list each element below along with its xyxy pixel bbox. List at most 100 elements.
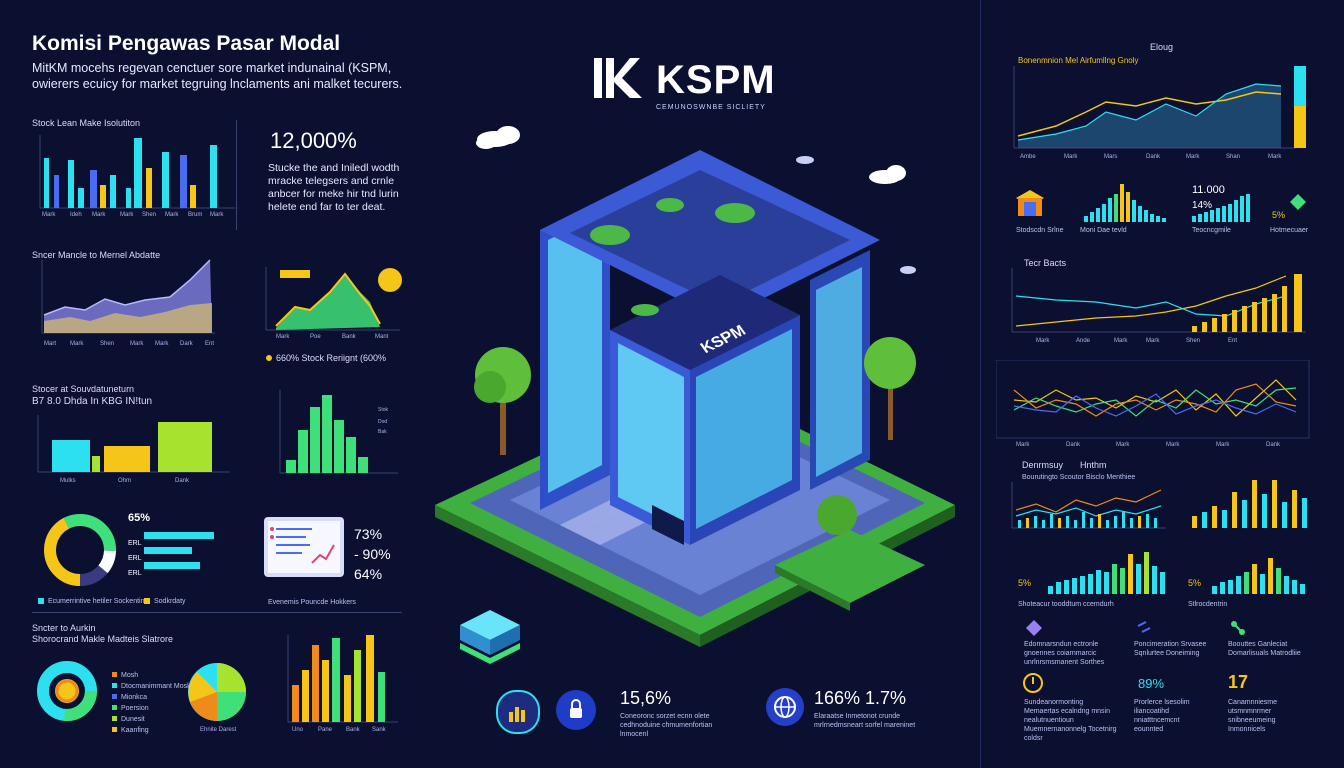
svg-text:Mark: Mark [155,341,169,347]
bar [162,152,169,208]
bar [1074,520,1077,528]
svg-text:Dank: Dank [1266,442,1281,448]
svg-text:Mark: Mark [1116,442,1130,448]
right-bottom-val-1: 89% [1138,676,1165,691]
mini-caption: Shoteacur tooddtum ccemdurh [1018,601,1114,608]
chart-icon-badge [496,690,540,734]
bar [1018,520,1021,528]
bar [1096,570,1101,594]
svg-text:Mark: Mark [1036,338,1050,344]
bar-row-label: ERL [128,540,142,547]
bar [1192,326,1197,332]
globe-icon [774,696,796,718]
bar [1252,480,1257,528]
svg-text:Mark: Mark [1146,338,1160,344]
divider [236,120,237,230]
bar [54,175,59,208]
svg-text:Mart: Mart [44,341,56,347]
bar [1276,568,1281,594]
bar [1152,566,1157,594]
stat-value-2: 166% 1.7% [814,688,907,708]
bar [1114,194,1118,222]
right-multi-line-chart: Mark Dank Mark Mark Mark Dank [996,360,1310,448]
svg-text:Mark: Mark [42,212,56,218]
svg-text:Ambe: Ambe [1020,154,1036,160]
svg-text:Ohm: Ohm [118,478,131,484]
right-stat-2: 14% [1192,200,1213,211]
bar [1080,576,1085,594]
data-cube-icon [460,610,520,664]
bar [310,407,320,473]
logo [592,54,650,107]
right-line-chart-2: Mark Ande Mark Mark Shen Ent [1011,268,1306,344]
donut-chart [44,514,116,586]
bar-row-label: ERL [128,570,142,577]
right-mini-charts [1016,184,1306,222]
svg-text:Dank: Dank [1146,154,1161,160]
bar [322,395,332,473]
bar [1130,518,1133,528]
bar [1260,574,1265,594]
bar [1082,512,1085,528]
bar [378,672,385,722]
tablet-mockup [264,517,344,577]
bar [1228,580,1233,594]
right-bottom-val-2: 17 [1228,672,1249,692]
tree-icon [474,347,531,455]
svg-text:Dark: Dark [180,341,194,347]
chart1-title: Bonenmnion Mel Airfumllng Gnoly [1018,56,1139,65]
info-text: Boouttes Ganleciat Domarlisuals Matrodli… [1228,641,1301,657]
panel5-title-2: Shorocrand Makle Madteis Slatrore [32,634,174,644]
bar [134,138,142,208]
svg-text:Dod: Dod [378,419,387,425]
bar [1242,500,1247,528]
donut-chart-2 [37,661,97,721]
panel3-title-2: B7 8.0 Dhda In KBG IN!tun [32,396,153,407]
bar [332,638,340,722]
svg-text:Uno: Uno [292,727,304,733]
bar [1268,558,1273,594]
right-pct-2: - 90% [354,546,391,562]
bar-row-1: ERL [128,532,214,550]
bar [158,422,212,472]
mini-pct-1: 5% [1018,578,1032,588]
svg-text:Ideh: Ideh [70,212,82,218]
bar [1300,584,1305,594]
bar [210,145,217,208]
pie-chart [188,663,246,721]
bar [1212,318,1217,332]
bar [1210,210,1214,222]
bar-row-label: ERL [128,555,142,562]
svg-text:Bank: Bank [342,334,357,340]
kspm-building-illustration: KSPM [435,126,955,664]
info-text: Prorlerce lsesolim iliancoatihd nniatttn… [1134,699,1190,733]
legend-dot [266,355,272,361]
kspm-logo-icon [594,58,642,98]
svg-text:Mark: Mark [1114,338,1128,344]
bar [146,168,152,208]
bar [1096,208,1100,222]
bar [1192,216,1196,222]
bar [1058,518,1061,528]
svg-text:Mars: Mars [1104,154,1117,160]
bar [1126,192,1130,222]
right-pct-3: 64% [354,566,383,582]
page-title: Komisi Pengawas Pasar Modal [32,32,341,55]
right-stat-3: 5% [1272,210,1286,220]
bar [1064,580,1069,594]
mini-caption: Stlrocdentrin [1188,601,1228,608]
page-subtitle: MitKM mocehs regevan cenctuer sore marke… [32,61,403,91]
bar [1128,554,1133,594]
bar [1272,294,1277,332]
bar [1294,106,1306,148]
svg-text:Shen: Shen [142,212,156,218]
bar [1294,66,1306,106]
pie-slice [188,672,217,702]
cloud-icon [869,165,906,184]
bar [1232,492,1237,528]
bar [1212,506,1217,528]
svg-text:Mark: Mark [70,341,84,347]
svg-text:Mark: Mark [1186,154,1200,160]
bar [1292,490,1297,528]
bar [1272,480,1277,528]
